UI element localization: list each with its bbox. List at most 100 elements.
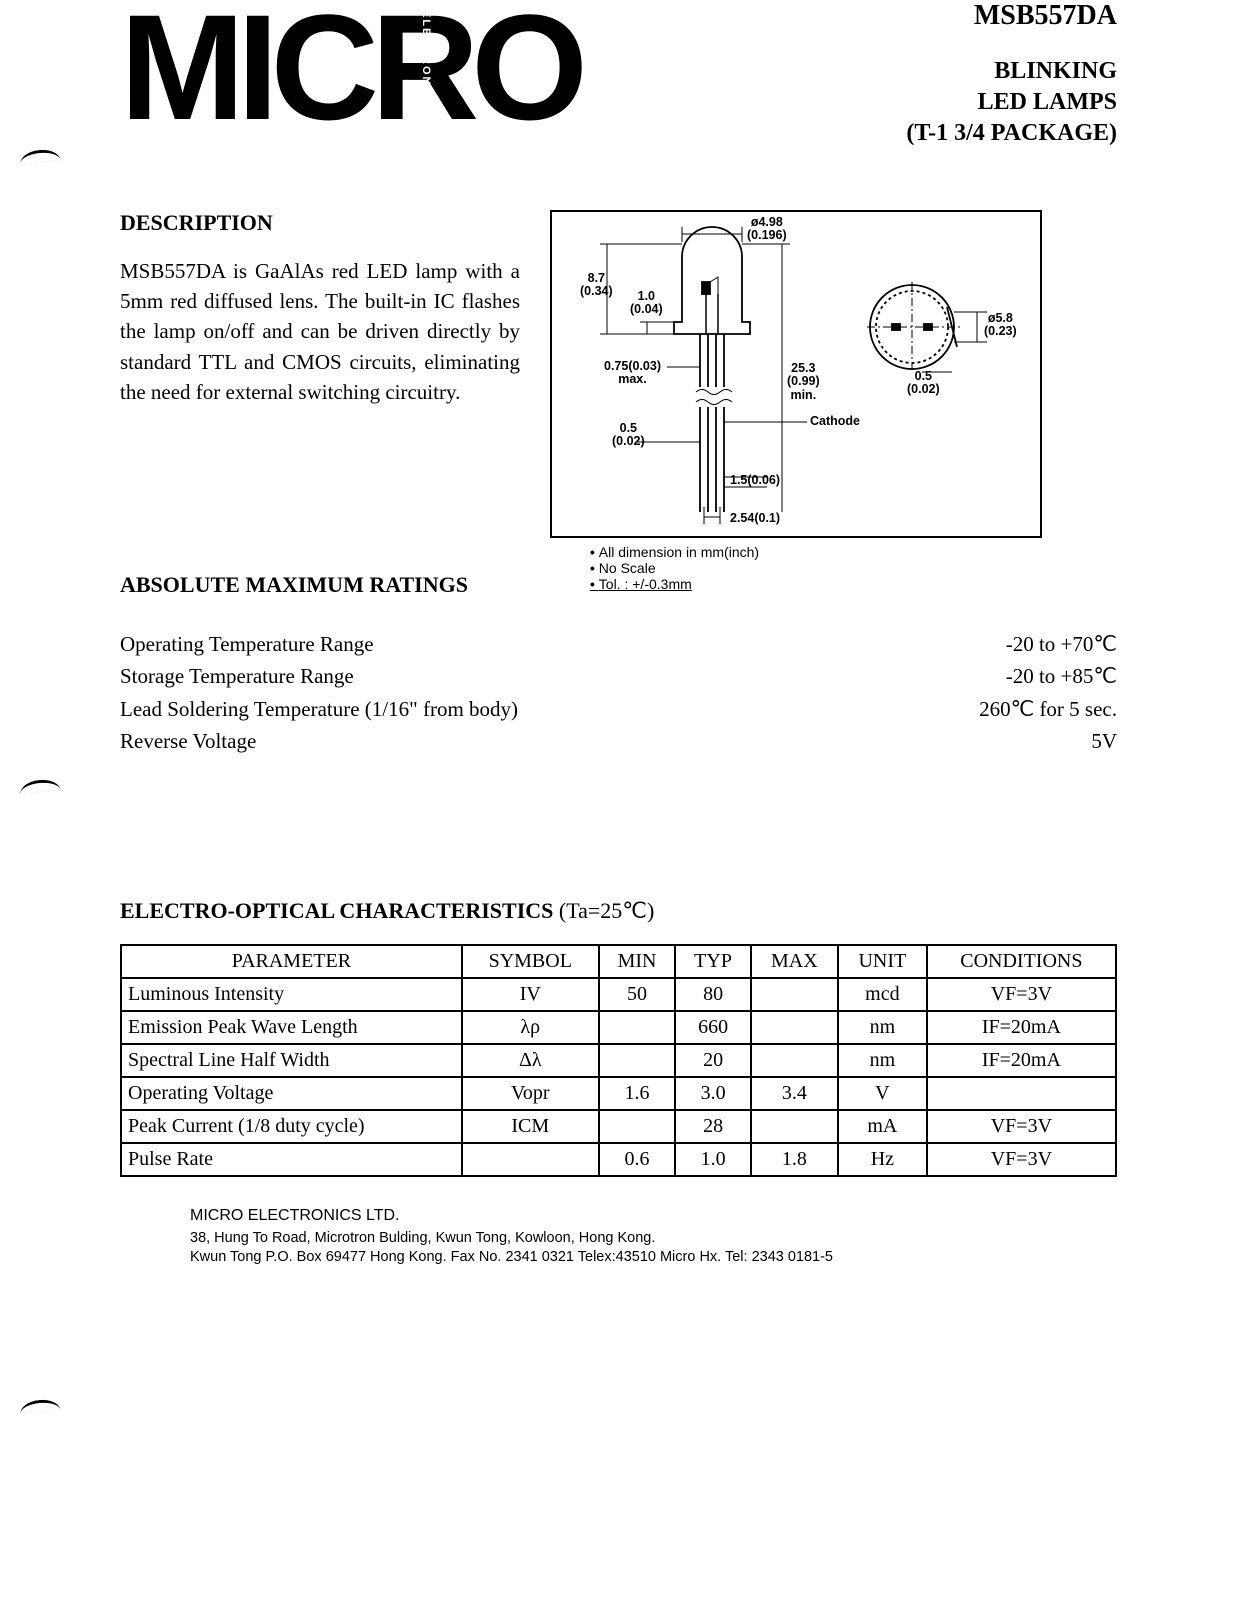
table-cell: 1.0: [675, 1143, 750, 1176]
table-cell: [927, 1077, 1116, 1110]
diagram-notes: All dimension in mm(inch) No Scale Tol. …: [590, 544, 1117, 592]
table-header-cell: MIN: [599, 945, 676, 978]
table-row: Spectral Line Half WidthΔλ 20 nmIF=20mA: [121, 1044, 1116, 1077]
subtitle-line-2: LED LAMPS: [906, 87, 1117, 118]
description-section: DESCRIPTION MSB557DA is GaAlAs red LED l…: [120, 210, 520, 408]
header-right: MSB557DA BLINKING LED LAMPS (T-1 3/4 PAC…: [906, 0, 1117, 150]
ratings-value: -20 to +85℃: [1006, 660, 1117, 693]
table-cell: 3.4: [751, 1077, 838, 1110]
table-header-cell: TYP: [675, 945, 750, 978]
subtitle-line-1: BLINKING: [906, 56, 1117, 87]
table-cell: Δλ: [462, 1044, 599, 1077]
diagram-note-2: No Scale: [590, 560, 1117, 576]
diagram-note-1: All dimension in mm(inch): [590, 544, 1117, 560]
table-cell: [599, 1011, 676, 1044]
table-header-cell: SYMBOL: [462, 945, 599, 978]
table-cell: 1.8: [751, 1143, 838, 1176]
table-cell: IV: [462, 978, 599, 1011]
header: MICRO ELECTRONIC MSB557DA BLINKING LED L…: [120, 0, 1117, 150]
table-cell: Spectral Line Half Width: [121, 1044, 462, 1077]
table-cell: [599, 1044, 676, 1077]
table-cell: VF=3V: [927, 1110, 1116, 1143]
table-cell: nm: [838, 1011, 927, 1044]
characteristics-table: PARAMETERSYMBOLMINTYPMAXUNITCONDITIONS L…: [120, 944, 1117, 1177]
dim-flange: 1.0 (0.04): [630, 290, 663, 318]
footer: MICRO ELECTRONICS LTD. 38, Hung To Road,…: [190, 1207, 1117, 1268]
diagram-section: ø4.98 (0.196) 8.7 (0.34) 1.0 (0.04) 0.75…: [550, 210, 1117, 592]
scan-mark: [20, 1398, 61, 1413]
table-cell: Peak Current (1/8 duty cycle): [121, 1110, 462, 1143]
dim-dia-top: ø4.98 (0.196): [747, 216, 787, 244]
ratings-value: 5V: [1091, 725, 1117, 758]
table-cell: Hz: [838, 1143, 927, 1176]
characteristics-heading: ELECTRO-OPTICAL CHARACTERISTICS (Ta=25℃): [120, 898, 1117, 924]
table-cell: [751, 978, 838, 1011]
table-cell: 50: [599, 978, 676, 1011]
table-header-cell: PARAMETER: [121, 945, 462, 978]
dim-stop: 1.5(0.06): [730, 474, 780, 488]
characteristics-section: ELECTRO-OPTICAL CHARACTERISTICS (Ta=25℃)…: [120, 898, 1117, 1177]
ratings-row: Operating Temperature Range -20 to +70℃: [120, 628, 1117, 661]
ratings-value: 260℃ for 5 sec.: [979, 693, 1117, 726]
table-header-cell: CONDITIONS: [927, 945, 1116, 978]
table-row: Luminous IntensityIV5080mcdVF=3V: [121, 978, 1116, 1011]
table-cell: V: [838, 1077, 927, 1110]
ratings-label: Operating Temperature Range: [120, 628, 374, 661]
table-cell: ICM: [462, 1110, 599, 1143]
scan-mark: [20, 778, 61, 793]
ratings-label: Reverse Voltage: [120, 725, 256, 758]
footer-company: MICRO ELECTRONICS LTD.: [190, 1207, 1117, 1225]
dim-total-h: 25.3 (0.99) min.: [787, 362, 820, 403]
table-cell: mA: [838, 1110, 927, 1143]
table-cell: 28: [675, 1110, 750, 1143]
table-cell: [751, 1110, 838, 1143]
table-cell: 0.6: [599, 1143, 676, 1176]
dim-lead-t: 0.5 (0.02): [612, 422, 645, 450]
table-cell: 660: [675, 1011, 750, 1044]
table-cell: nm: [838, 1044, 927, 1077]
ratings-label: Lead Soldering Temperature (1/16" from b…: [120, 693, 518, 726]
ratings-row: Storage Temperature Range -20 to +85℃: [120, 660, 1117, 693]
footer-address-2: Kwun Tong P.O. Box 69477 Hong Kong. Fax …: [190, 1248, 1117, 1268]
table-cell: [751, 1044, 838, 1077]
scan-mark: [20, 148, 61, 163]
dim-side-flat: 0.5 (0.02): [907, 370, 940, 398]
logo-vertical-text: ELECTRONIC: [420, 10, 430, 102]
table-cell: Luminous Intensity: [121, 978, 462, 1011]
table-cell: IF=20mA: [927, 1011, 1116, 1044]
table-cell: VF=3V: [927, 1143, 1116, 1176]
dim-cathode: Cathode: [810, 415, 860, 429]
table-cell: Vopr: [462, 1077, 599, 1110]
char-heading-bold: ELECTRO-OPTICAL CHARACTERISTICS: [120, 898, 553, 923]
table-cell: VF=3V: [927, 978, 1116, 1011]
table-cell: 1.6: [599, 1077, 676, 1110]
table-cell: [462, 1143, 599, 1176]
table-cell: λρ: [462, 1011, 599, 1044]
description-text: MSB557DA is GaAlAs red LED lamp with a 5…: [120, 256, 520, 408]
table-cell: mcd: [838, 978, 927, 1011]
dim-side-dia: ø5.8 (0.23): [984, 312, 1017, 340]
table-row: Pulse Rate 0.61.01.8HzVF=3V: [121, 1143, 1116, 1176]
table-row: Emission Peak Wave Lengthλρ 660 nmIF=20mA: [121, 1011, 1116, 1044]
table-cell: [599, 1110, 676, 1143]
dim-pitch: 2.54(0.1): [730, 512, 780, 526]
table-cell: [751, 1011, 838, 1044]
table-cell: Pulse Rate: [121, 1143, 462, 1176]
table-cell: 20: [675, 1044, 750, 1077]
ratings-label: Storage Temperature Range: [120, 660, 354, 693]
char-heading-cond: (Ta=25℃): [553, 898, 654, 923]
part-number: MSB557DA: [906, 0, 1117, 32]
table-cell: Emission Peak Wave Length: [121, 1011, 462, 1044]
ratings-section: ABSOLUTE MAXIMUM RATINGS Operating Tempe…: [120, 572, 1117, 758]
subtitle-line-3: (T-1 3/4 PACKAGE): [906, 118, 1117, 149]
ratings-row: Lead Soldering Temperature (1/16" from b…: [120, 693, 1117, 726]
table-header-cell: UNIT: [838, 945, 927, 978]
diagram-box: ø4.98 (0.196) 8.7 (0.34) 1.0 (0.04) 0.75…: [550, 210, 1042, 538]
ratings-value: -20 to +70℃: [1006, 628, 1117, 661]
table-row: Peak Current (1/8 duty cycle)ICM 28 mAVF=3…: [121, 1110, 1116, 1143]
ratings-row: Reverse Voltage 5V: [120, 725, 1117, 758]
table-row: Operating VoltageVopr1.63.03.4V: [121, 1077, 1116, 1110]
table-cell: 3.0: [675, 1077, 750, 1110]
diagram-note-3: Tol. : +/-0.3mm: [590, 576, 1117, 592]
table-cell: IF=20mA: [927, 1044, 1116, 1077]
